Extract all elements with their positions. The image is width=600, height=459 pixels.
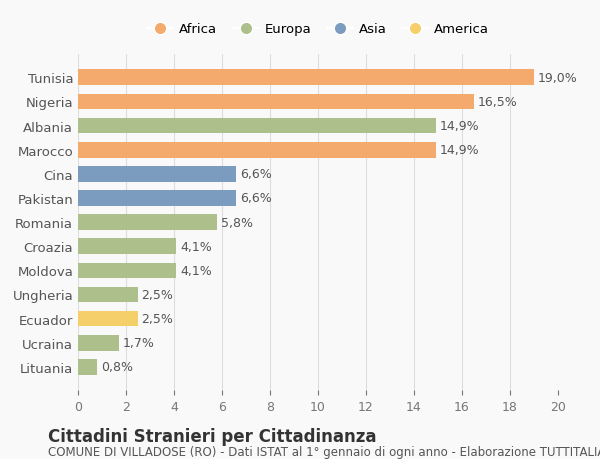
- Text: 4,1%: 4,1%: [180, 264, 212, 277]
- Text: 16,5%: 16,5%: [478, 96, 517, 109]
- Text: 14,9%: 14,9%: [439, 144, 479, 157]
- Text: 2,5%: 2,5%: [142, 288, 173, 302]
- Bar: [78, 359, 97, 375]
- Text: 5,8%: 5,8%: [221, 216, 253, 229]
- Legend: Africa, Europa, Asia, America: Africa, Europa, Asia, America: [142, 18, 494, 42]
- Bar: [78, 215, 217, 230]
- Bar: [78, 118, 436, 134]
- Bar: [78, 263, 176, 279]
- Text: COMUNE DI VILLADOSE (RO) - Dati ISTAT al 1° gennaio di ogni anno - Elaborazione : COMUNE DI VILLADOSE (RO) - Dati ISTAT al…: [48, 445, 600, 458]
- Text: Cittadini Stranieri per Cittadinanza: Cittadini Stranieri per Cittadinanza: [48, 427, 377, 445]
- Bar: [78, 190, 236, 207]
- Text: 6,6%: 6,6%: [240, 192, 272, 205]
- Bar: [78, 335, 119, 351]
- Text: 0,8%: 0,8%: [101, 361, 133, 374]
- Bar: [78, 167, 236, 182]
- Text: 1,7%: 1,7%: [122, 336, 154, 349]
- Text: 14,9%: 14,9%: [439, 120, 479, 133]
- Bar: [78, 287, 138, 302]
- Bar: [78, 70, 534, 86]
- Bar: [78, 143, 436, 158]
- Text: 6,6%: 6,6%: [240, 168, 272, 181]
- Bar: [78, 239, 176, 255]
- Bar: [78, 95, 474, 110]
- Text: 2,5%: 2,5%: [142, 313, 173, 325]
- Bar: [78, 311, 138, 327]
- Text: 4,1%: 4,1%: [180, 240, 212, 253]
- Text: 19,0%: 19,0%: [538, 72, 577, 84]
